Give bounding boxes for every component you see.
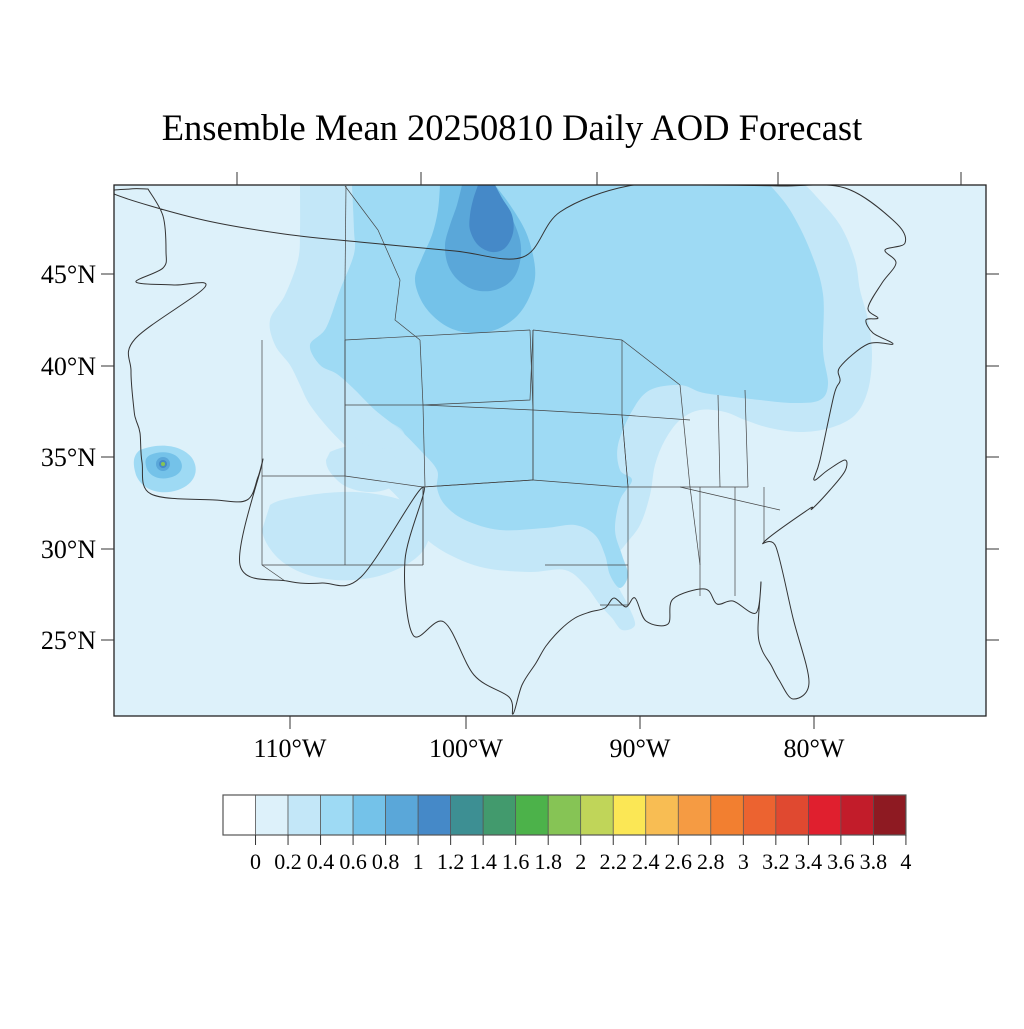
svg-text:25°N: 25°N (41, 626, 96, 655)
svg-text:80°W: 80°W (784, 734, 845, 763)
svg-text:3.8: 3.8 (860, 849, 888, 874)
svg-text:0.2: 0.2 (274, 849, 302, 874)
svg-text:2.8: 2.8 (697, 849, 725, 874)
svg-text:2.6: 2.6 (665, 849, 693, 874)
svg-text:0: 0 (250, 849, 261, 874)
svg-text:35°N: 35°N (41, 443, 96, 472)
svg-text:3.4: 3.4 (795, 849, 823, 874)
svg-text:3.6: 3.6 (827, 849, 855, 874)
svg-text:1.8: 1.8 (534, 849, 562, 874)
svg-text:0.8: 0.8 (372, 849, 400, 874)
svg-text:4: 4 (900, 849, 911, 874)
svg-text:90°W: 90°W (610, 734, 671, 763)
svg-text:0.4: 0.4 (307, 849, 335, 874)
svg-text:110°W: 110°W (254, 734, 327, 763)
svg-text:40°N: 40°N (41, 352, 96, 381)
svg-text:3: 3 (738, 849, 749, 874)
svg-text:45°N: 45°N (41, 260, 96, 289)
svg-text:30°N: 30°N (41, 535, 96, 564)
svg-text:0.6: 0.6 (339, 849, 367, 874)
svg-text:1: 1 (413, 849, 424, 874)
svg-text:2: 2 (575, 849, 586, 874)
svg-text:1.4: 1.4 (469, 849, 497, 874)
svg-text:1.6: 1.6 (502, 849, 530, 874)
svg-text:3.2: 3.2 (762, 849, 790, 874)
svg-text:100°W: 100°W (429, 734, 503, 763)
svg-text:1.2: 1.2 (437, 849, 465, 874)
svg-text:2.4: 2.4 (632, 849, 660, 874)
svg-text:2.2: 2.2 (599, 849, 627, 874)
